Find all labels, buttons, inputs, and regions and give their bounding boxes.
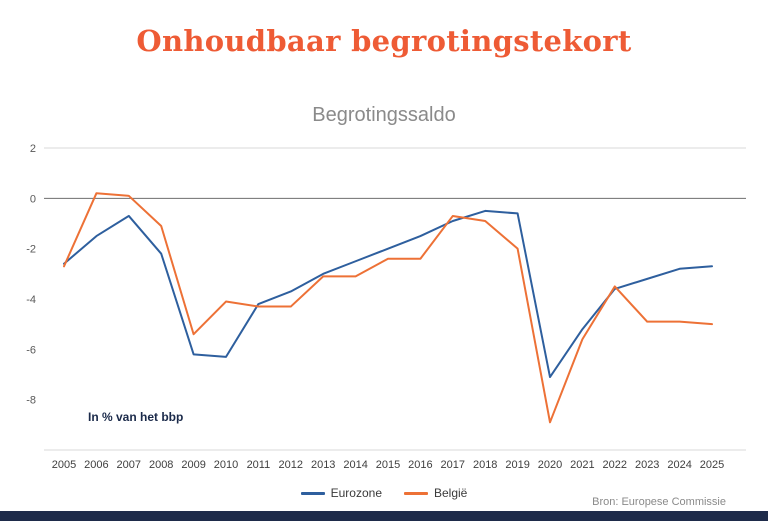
- svg-text:-8: -8: [26, 395, 36, 407]
- svg-text:2: 2: [30, 143, 36, 155]
- svg-text:2020: 2020: [538, 459, 562, 471]
- svg-text:2017: 2017: [441, 459, 465, 471]
- svg-text:2019: 2019: [505, 459, 529, 471]
- legend-label-belgie: België: [434, 486, 468, 500]
- svg-text:2005: 2005: [52, 459, 76, 471]
- gridlines: [44, 147, 746, 451]
- y-axis-labels: 2 0 -2 -4 -6 -8: [26, 143, 36, 407]
- svg-text:2008: 2008: [149, 459, 173, 471]
- belgie-line-swatch: [404, 491, 428, 495]
- svg-text:2015: 2015: [376, 459, 400, 471]
- series-line-belgië: [63, 192, 713, 424]
- svg-text:0: 0: [30, 193, 36, 205]
- svg-text:-4: -4: [26, 294, 36, 306]
- chart-area: 2 0 -2 -4 -6 -8 2005 2006 2007 2008 2009 2010 2011 20…: [0, 138, 768, 483]
- svg-text:2018: 2018: [473, 459, 497, 471]
- unit-annotation: In % van het bbp: [88, 410, 184, 424]
- svg-text:2022: 2022: [603, 459, 627, 471]
- svg-text:2013: 2013: [311, 459, 335, 471]
- legend-item-eurozone: Eurozone: [300, 486, 382, 500]
- svg-text:2007: 2007: [117, 459, 141, 471]
- footer-accent-bar: [0, 511, 768, 521]
- source-credit: Bron: Europese Commissie: [592, 496, 726, 508]
- svg-text:2006: 2006: [84, 459, 108, 471]
- page-title: Onhoudbaar begrotingstekort: [136, 24, 632, 58]
- svg-text:2011: 2011: [247, 459, 271, 471]
- svg-text:2024: 2024: [667, 459, 691, 471]
- eurozone-line-swatch: [300, 491, 325, 495]
- chart-title: Begrotingssaldo: [312, 104, 456, 126]
- legend-label-eurozone: Eurozone: [330, 486, 382, 500]
- svg-text:2021: 2021: [570, 459, 594, 471]
- svg-text:2012: 2012: [279, 459, 303, 471]
- svg-text:2025: 2025: [700, 459, 724, 471]
- legend-item-belgie: België: [404, 486, 467, 500]
- svg-text:2023: 2023: [635, 459, 659, 471]
- svg-text:-2: -2: [26, 244, 36, 256]
- chart-legend: Eurozone België: [0, 486, 768, 500]
- svg-text:2010: 2010: [214, 459, 238, 471]
- series-line-eurozone: [63, 209, 713, 379]
- svg-text:2009: 2009: [181, 459, 205, 471]
- x-axis-labels: 2005 2006 2007 2008 2009 2010 2011 2012 2013 2014…: [52, 459, 724, 471]
- svg-text:2014: 2014: [343, 459, 367, 471]
- svg-text:-6: -6: [26, 344, 36, 356]
- svg-text:2016: 2016: [408, 459, 432, 471]
